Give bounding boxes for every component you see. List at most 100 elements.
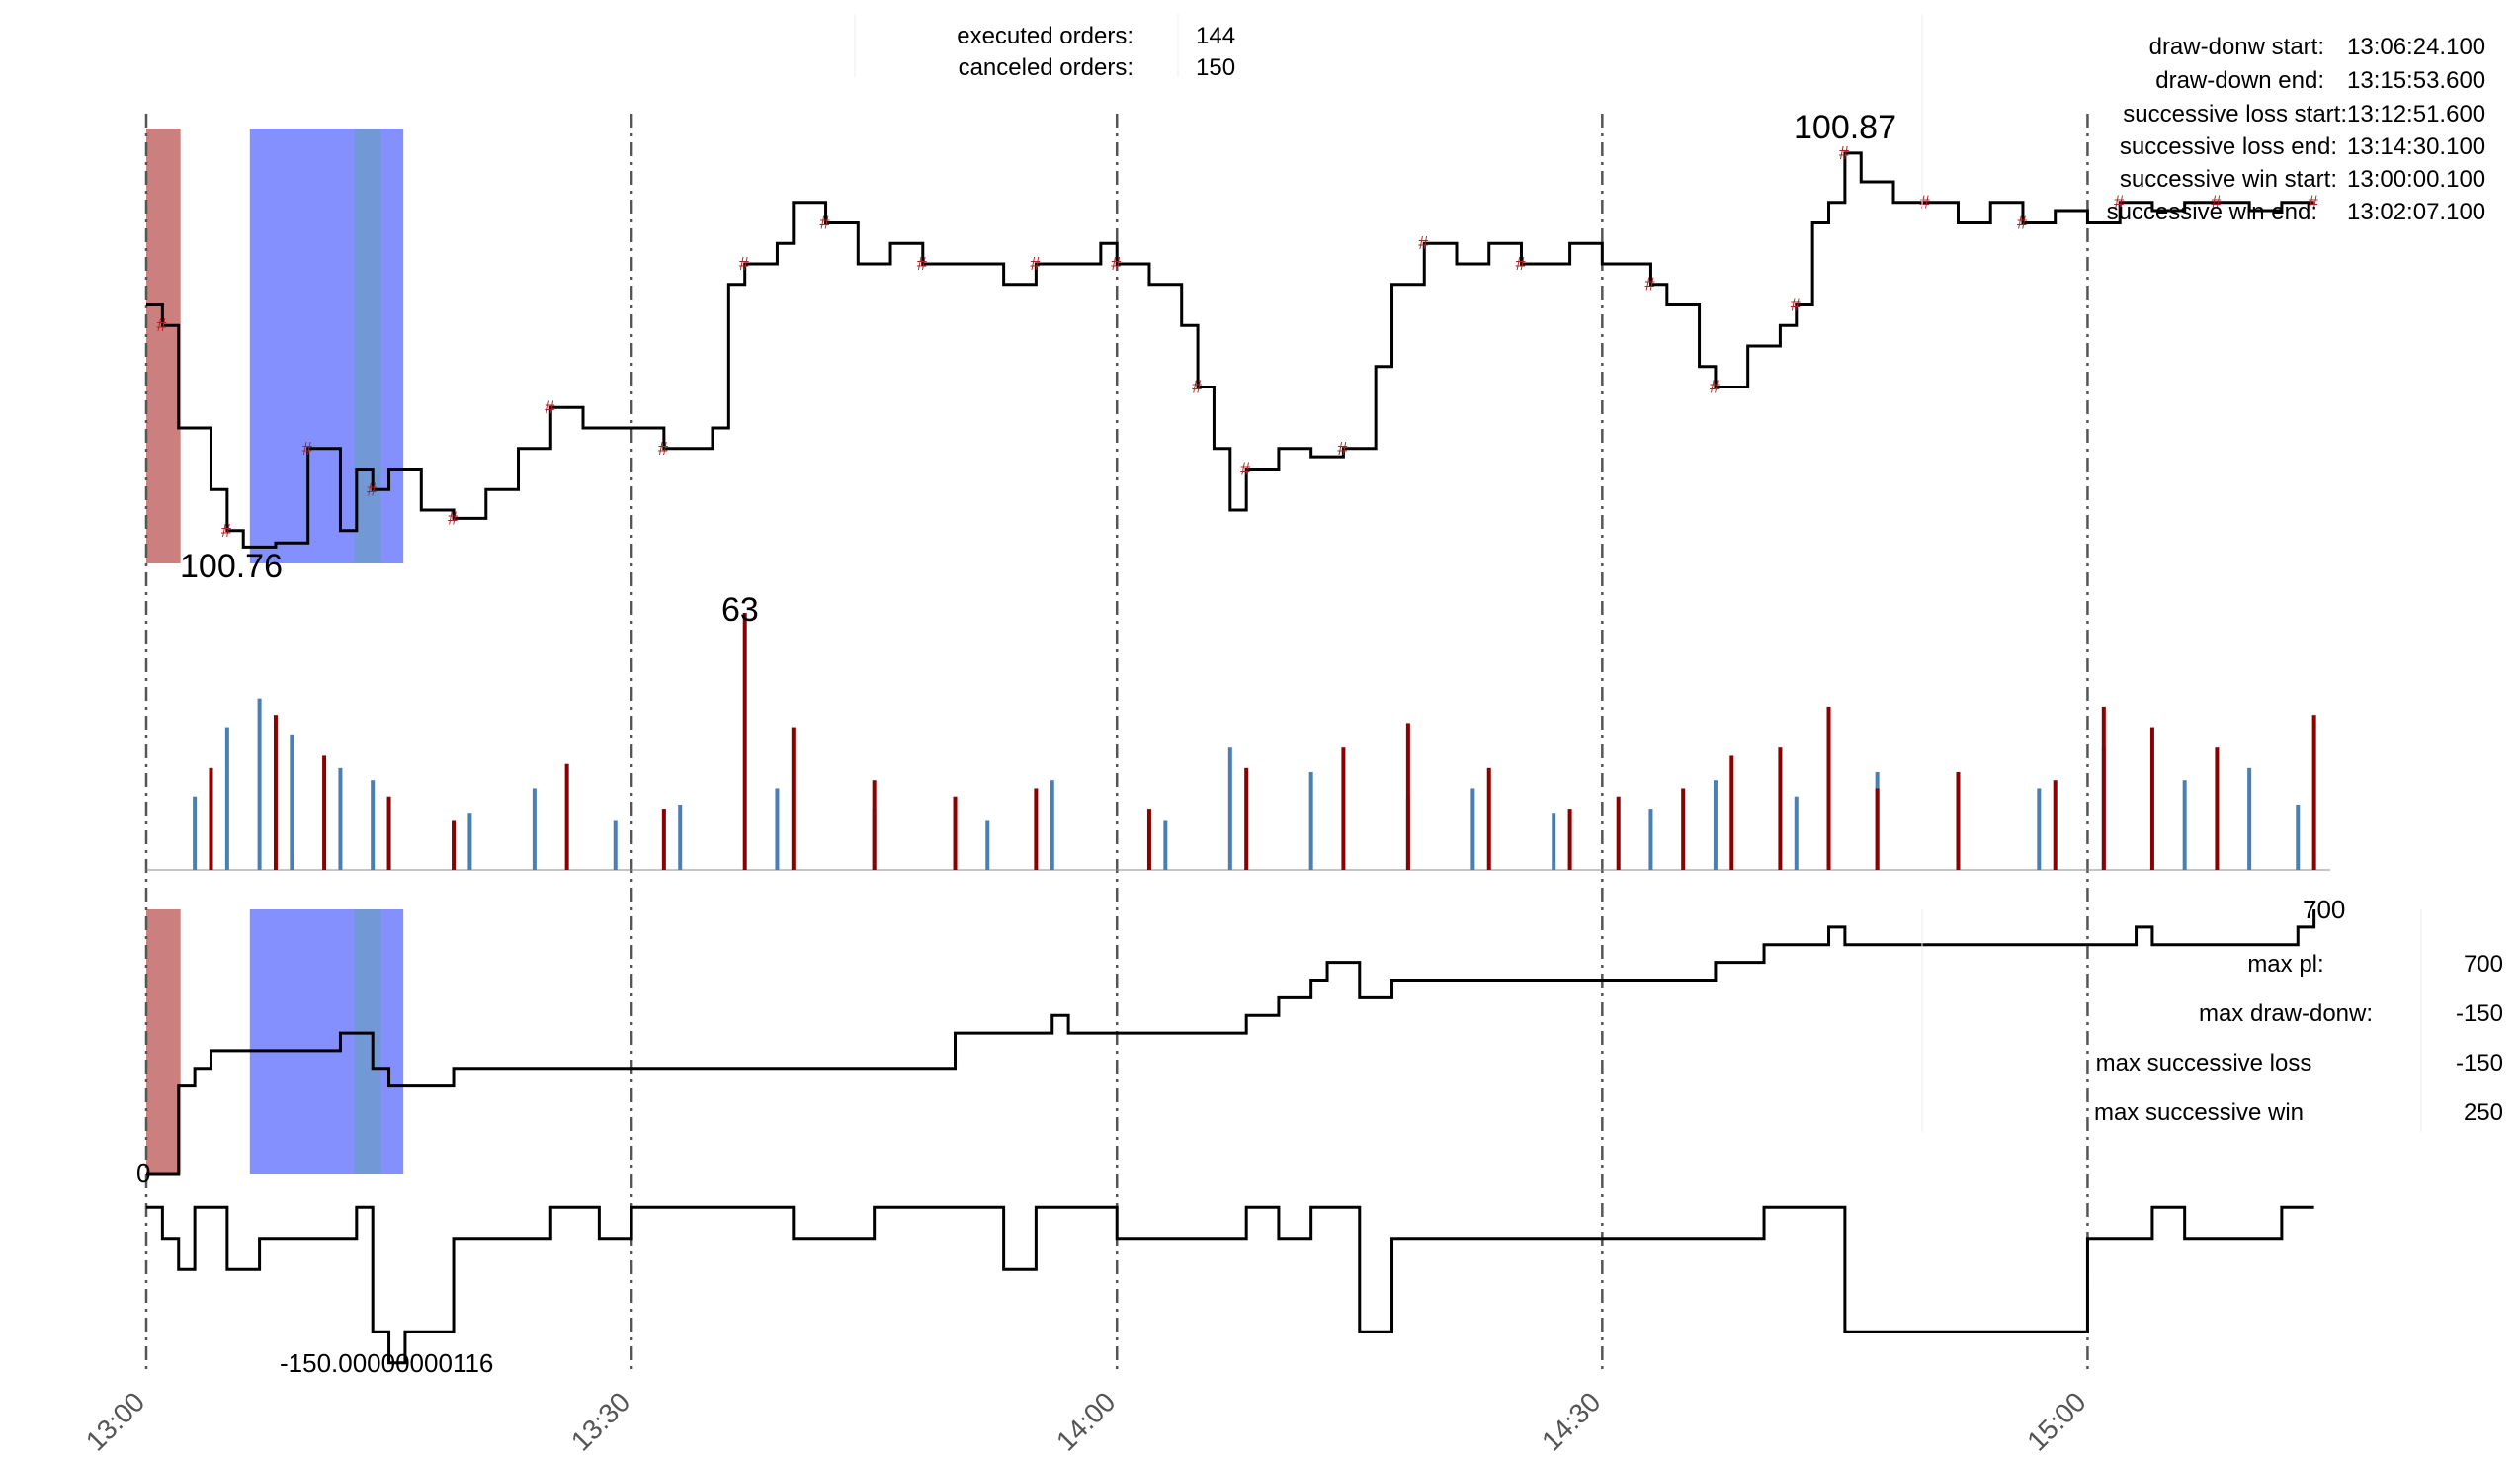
volume-bar <box>1681 788 1686 870</box>
trade-markers: # # # # # # # # # # # # # # # # # # # # # # # # # # <box>156 143 2317 541</box>
volume-bar <box>1308 771 1313 870</box>
trade-marker: # <box>917 254 927 274</box>
volume-bar <box>1034 788 1039 870</box>
pl-line <box>146 909 2316 1176</box>
max-successive-win-label: max successive win <box>2094 1099 2304 1126</box>
annotations: 100.87 100.76 63 700 0 -150.00000000116 <box>136 109 2345 1378</box>
successive-win-start-value: 13:00:00.100 <box>2347 166 2485 193</box>
volume-bar <box>2149 727 2154 870</box>
drawdown-start-value: 13:06:24.100 <box>2347 34 2485 60</box>
x-tick-label: 13:30 <box>565 1386 635 1456</box>
trade-marker: # <box>1839 143 1849 163</box>
volume-bar <box>386 796 391 870</box>
volume-bar <box>338 767 343 870</box>
line-series <box>146 151 2316 1365</box>
drawdown-end-value: 13:15:53.600 <box>2347 67 2485 94</box>
volume-bar <box>371 780 376 870</box>
volume-panel <box>146 613 2330 871</box>
trade-marker: # <box>1240 460 1250 479</box>
volume-bar <box>2296 804 2301 870</box>
volume-bar <box>1227 747 1232 870</box>
drawdown-start-label: draw-donw start: <box>2149 34 2324 60</box>
max-drawdown-value: -150 <box>2456 1000 2503 1027</box>
drawdown-end-label: draw-down end: <box>2155 67 2324 94</box>
volume-bar <box>678 804 683 870</box>
canceled-orders-value: 150 <box>1196 54 1235 81</box>
price-min-label: 100.76 <box>180 548 283 585</box>
volume-bar <box>791 727 796 870</box>
vertical-grid-lines <box>144 114 2089 1374</box>
volume-bar <box>775 788 780 870</box>
successive-loss-end-label: successive loss end: <box>2120 133 2337 160</box>
volume-bar <box>209 767 213 870</box>
volume-bar <box>613 820 618 870</box>
successive-loss-start-value: 13:12:51.600 <box>2347 101 2485 128</box>
volume-bar <box>224 727 229 870</box>
volume-bar <box>1826 706 1831 870</box>
volume-bar <box>2247 767 2252 870</box>
pl-stats-table: max pl: 700 max draw-donw: -150 max succ… <box>1921 909 2503 1132</box>
trade-marker: # <box>739 254 749 274</box>
highlight-regions <box>146 129 404 1174</box>
volume-bar <box>322 755 327 870</box>
pl-region-successive-win <box>146 909 181 1174</box>
volume-bar <box>1648 809 1653 870</box>
pl-min-label: 0 <box>136 1159 150 1188</box>
volume-bar <box>1405 723 1410 870</box>
orders-summary: executed orders: 144 canceled orders: 15… <box>854 14 1235 81</box>
max-successive-loss-label: max successive loss <box>2096 1050 2312 1076</box>
volume-bar <box>1552 813 1556 870</box>
volume-bar <box>1875 788 1880 870</box>
volume-bar <box>985 820 990 870</box>
trade-marker: # <box>1791 295 1801 314</box>
max-pl-label: max pl: <box>2247 951 2323 978</box>
times-table: draw-donw start: 13:06:24.100 draw-down … <box>1921 14 2485 225</box>
price-line <box>146 151 2314 549</box>
volume-bar <box>2101 706 2106 870</box>
volume-bar <box>742 613 747 870</box>
executed-orders-label: executed orders: <box>957 23 1134 49</box>
pl-max-label: 700 <box>2303 895 2345 924</box>
max-successive-loss-value: -150 <box>2456 1050 2503 1076</box>
volume-bar <box>1163 820 1168 870</box>
executed-orders-value: 144 <box>1196 23 1235 49</box>
volume-bar <box>2215 747 2220 870</box>
max-drawdown-label: max draw-donw: <box>2199 1000 2373 1027</box>
volume-bar <box>1729 755 1734 870</box>
successive-win-start-label: successive win start: <box>2120 166 2337 193</box>
volume-bar <box>1050 780 1054 870</box>
volume-bar <box>273 715 278 870</box>
successive-loss-end-value: 13:14:30.100 <box>2347 133 2485 160</box>
price-region-successive-win <box>146 129 181 563</box>
trade-marker: # <box>2017 213 2027 232</box>
volume-bar <box>257 698 262 870</box>
trade-marker: # <box>302 439 312 459</box>
volume-bar <box>1794 796 1799 870</box>
trade-marker: # <box>367 479 377 499</box>
trade-marker: # <box>820 213 830 232</box>
trade-marker: # <box>1337 439 1347 459</box>
volume-bar <box>1341 747 1346 870</box>
volume-bar <box>564 763 569 870</box>
volume-bar <box>1713 780 1718 870</box>
trade-pl-line <box>146 1205 2314 1365</box>
x-tick-label: 14:00 <box>1050 1386 1121 1456</box>
volume-bar <box>2037 788 2042 870</box>
trade-marker: # <box>1710 378 1720 397</box>
volume-bar <box>467 813 472 870</box>
volume-bar <box>193 796 198 870</box>
trade-marker: # <box>1418 233 1428 253</box>
trade-marker: # <box>221 521 231 541</box>
volume-bar <box>1244 767 1249 870</box>
trade-marker: # <box>1515 254 1525 274</box>
trade-marker: # <box>448 508 458 528</box>
x-tick-label: 14:30 <box>1536 1386 1606 1456</box>
volume-bar <box>1778 747 1783 870</box>
max-successive-win-value: 250 <box>2464 1099 2503 1126</box>
trade-marker: # <box>1644 275 1654 295</box>
volume-bar <box>661 809 666 870</box>
volume-bar <box>2311 715 2316 870</box>
x-tick-label: 15:00 <box>2021 1386 2091 1456</box>
max-pl-value: 700 <box>2464 951 2503 978</box>
